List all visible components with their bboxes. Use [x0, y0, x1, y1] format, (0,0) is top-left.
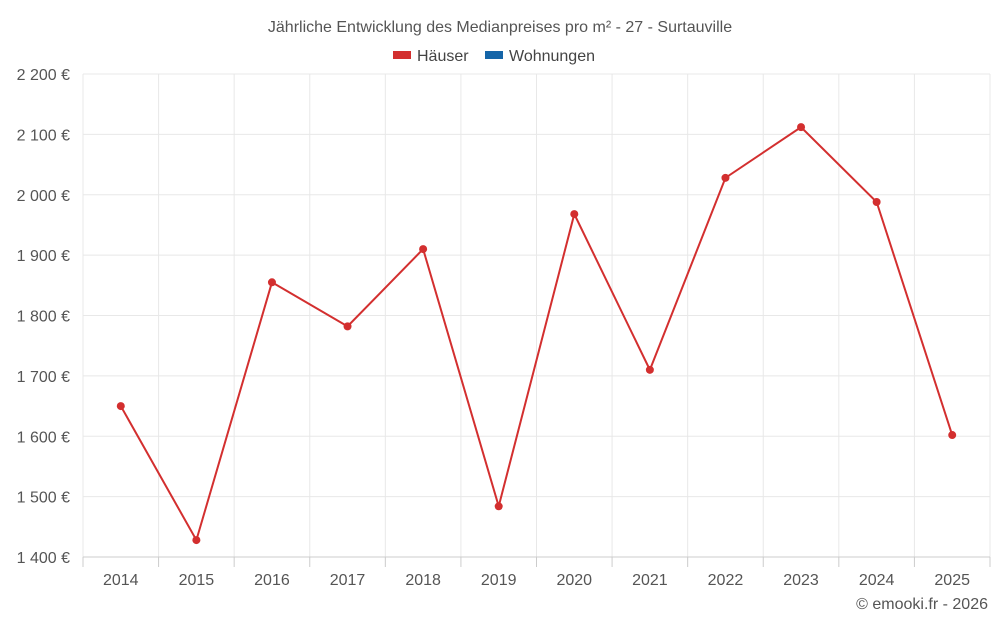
- series: [116, 123, 957, 545]
- x-tick-label: 2019: [481, 572, 517, 589]
- y-tick-label: 1 500 €: [17, 490, 70, 507]
- chart-title: Jährliche Entwicklung des Medianpreises …: [268, 19, 732, 36]
- data-point[interactable]: [948, 431, 957, 440]
- y-tick-label: 2 100 €: [17, 127, 70, 144]
- x-tick-label: 2023: [783, 572, 819, 589]
- x-tick-label: 2020: [556, 572, 592, 589]
- data-point[interactable]: [419, 245, 428, 254]
- y-tick-label: 1 900 €: [17, 248, 70, 265]
- y-tick-label: 2 200 €: [17, 67, 70, 84]
- x-tick-label: 2014: [103, 572, 139, 589]
- legend-label-houses: Häuser: [417, 48, 469, 65]
- grid: [82, 73, 991, 558]
- legend-item-houses[interactable]: Häuser: [393, 48, 469, 65]
- data-point[interactable]: [267, 278, 276, 287]
- series-line-0: [119, 125, 954, 543]
- data-point[interactable]: [872, 197, 881, 206]
- x-tick-label: 2015: [179, 572, 215, 589]
- data-point[interactable]: [343, 322, 352, 331]
- y-tick-label: 2 000 €: [17, 188, 70, 205]
- x-axis: 2014 2015 2016 2017 2018 2019 2020 2021 2022 2023…: [82, 556, 991, 589]
- legend: Häuser Wohnungen: [393, 48, 595, 65]
- y-tick-label: 1 800 €: [17, 309, 70, 326]
- data-point[interactable]: [570, 210, 579, 219]
- legend-swatch-apartments: [485, 51, 503, 59]
- data-point[interactable]: [116, 402, 125, 411]
- legend-item-apartments[interactable]: Wohnungen: [485, 48, 595, 65]
- y-tick-label: 1 400 €: [17, 550, 70, 567]
- x-tick-label: 2021: [632, 572, 668, 589]
- credit-text: © emooki.fr - 2026: [856, 596, 988, 613]
- legend-swatch-houses: [393, 51, 411, 59]
- y-axis: 1 400 € 1 500 € 1 600 € 1 700 € 1 800 € 1 900…: [17, 67, 70, 567]
- data-point[interactable]: [797, 123, 806, 132]
- data-point[interactable]: [192, 536, 201, 545]
- legend-label-apartments: Wohnungen: [509, 48, 595, 65]
- x-tick-label: 2017: [330, 572, 366, 589]
- x-tick-label: 2025: [934, 572, 970, 589]
- y-tick-label: 1 600 €: [17, 429, 70, 446]
- x-tick-label: 2024: [859, 572, 895, 589]
- data-point[interactable]: [645, 365, 654, 374]
- x-tick-label: 2022: [708, 572, 744, 589]
- y-tick-label: 1 700 €: [17, 369, 70, 386]
- x-tick-label: 2016: [254, 572, 290, 589]
- data-point[interactable]: [494, 502, 503, 511]
- data-point[interactable]: [721, 173, 730, 182]
- x-tick-label: 2018: [405, 572, 441, 589]
